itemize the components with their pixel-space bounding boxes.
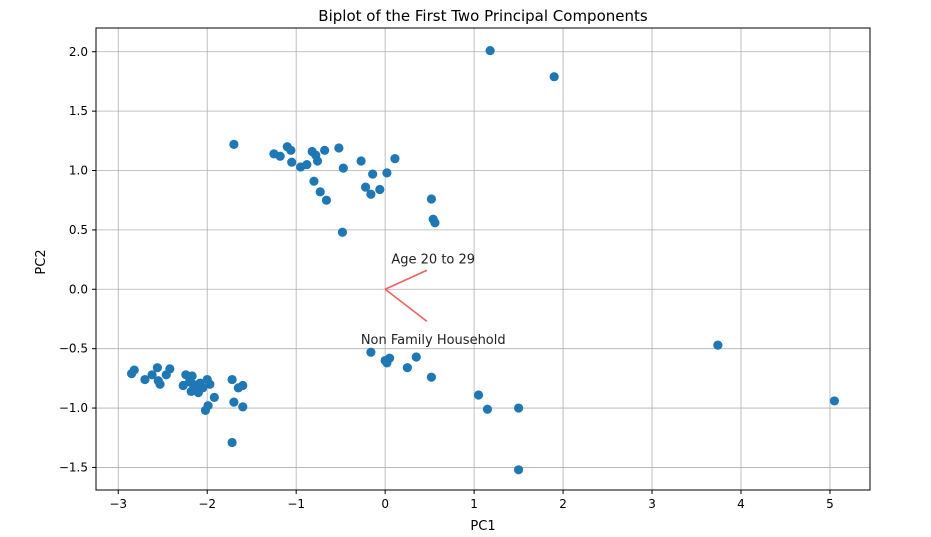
- y-tick-label: −1.0: [59, 401, 88, 415]
- data-point: [302, 159, 312, 170]
- data-point: [402, 363, 412, 373]
- grid-lines: [96, 28, 870, 490]
- data-point: [473, 390, 484, 400]
- data-point: [513, 403, 524, 413]
- data-point: [485, 45, 495, 56]
- data-point: [147, 370, 157, 380]
- data-point: [312, 156, 323, 166]
- x-tick-label: 0: [381, 497, 389, 511]
- data-point: [165, 364, 175, 374]
- data-point: [286, 145, 296, 155]
- data-point: [426, 372, 436, 382]
- loading-vector-label: Age 20 to 29: [391, 252, 475, 267]
- chart-title: Biplot of the First Two Principal Compon…: [318, 7, 648, 25]
- axes-frame: [95, 27, 871, 491]
- y-tick-label: −0.5: [59, 342, 88, 356]
- data-point: [426, 194, 436, 204]
- data-point: [198, 383, 208, 393]
- data-point: [309, 176, 319, 186]
- data-point: [482, 404, 493, 414]
- data-point: [203, 401, 213, 411]
- data-point: [227, 374, 237, 385]
- data-point: [713, 340, 723, 350]
- x-tick-label: −2: [198, 497, 216, 511]
- y-tick-label: 1.5: [69, 104, 88, 118]
- data-point: [368, 169, 378, 179]
- data-point: [411, 352, 421, 362]
- x-tick-label: 1: [470, 497, 478, 511]
- data-point: [334, 143, 344, 153]
- data-point: [315, 187, 325, 197]
- data-point: [275, 151, 285, 161]
- x-tick-label: −3: [109, 497, 127, 511]
- data-point: [513, 465, 524, 475]
- y-tick-label: 1.0: [69, 164, 88, 178]
- data-point: [321, 195, 332, 205]
- loading-vector: [384, 288, 428, 322]
- data-point: [360, 182, 371, 192]
- data-point: [356, 156, 366, 166]
- data-point: [227, 437, 237, 448]
- data-point: [238, 402, 248, 412]
- data-point: [384, 353, 395, 363]
- data-point: [390, 154, 400, 164]
- y-tick-label: 2.0: [69, 45, 88, 59]
- y-tick-label: 0.0: [69, 282, 88, 296]
- data-point: [375, 184, 385, 195]
- data-point: [129, 365, 139, 375]
- data-point: [209, 392, 219, 402]
- data-point: [187, 371, 197, 381]
- data-point: [382, 168, 392, 178]
- data-point: [155, 379, 165, 389]
- x-tick-label: 4: [737, 497, 745, 511]
- loading-vector-label: Non Family Household: [361, 333, 506, 348]
- y-tick-label: 0.5: [69, 223, 88, 237]
- loading-vector-labels: Age 20 to 29 Non Family Household: [361, 252, 506, 348]
- loading-vectors: [384, 269, 428, 322]
- data-point: [829, 396, 840, 406]
- x-tick-label: 2: [559, 497, 567, 511]
- y-tick-label: −1.5: [59, 460, 88, 474]
- data-point: [320, 145, 330, 155]
- data-point: [140, 374, 150, 385]
- x-axis-label: PC1: [470, 519, 495, 534]
- data-point: [338, 163, 348, 173]
- x-tick-label: −1: [287, 497, 305, 511]
- x-tick-label: 3: [648, 497, 656, 511]
- data-point: [229, 397, 239, 407]
- data-point: [366, 189, 376, 199]
- y-axis-label: PC2: [34, 249, 49, 274]
- loading-vector: [384, 269, 428, 291]
- data-point: [287, 157, 297, 167]
- x-tick-label: 5: [826, 497, 834, 511]
- data-point: [337, 227, 348, 237]
- scatter-points: [126, 45, 840, 475]
- data-point: [152, 363, 162, 373]
- data-point: [430, 218, 440, 228]
- data-point: [366, 347, 376, 357]
- y-axis-ticks: −1.5 −1.0 −0.5 0.0 0.5 1.0 1.5 2.0: [59, 45, 96, 474]
- data-point: [238, 380, 248, 391]
- data-point: [549, 72, 559, 82]
- data-point: [205, 379, 215, 389]
- x-axis-ticks: −3 −2 −1 0 1 2 3 4 5: [109, 490, 834, 511]
- data-point: [229, 139, 239, 149]
